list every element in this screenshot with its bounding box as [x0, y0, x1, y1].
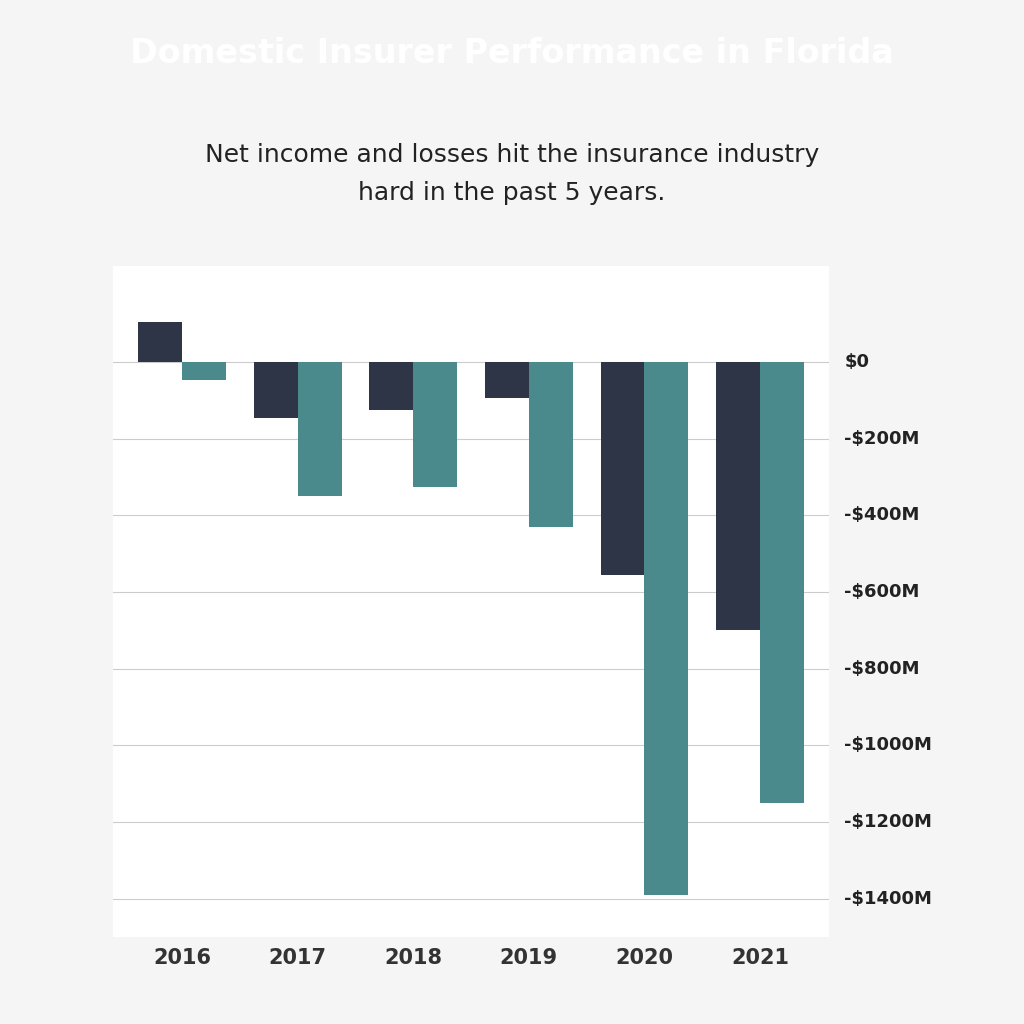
Bar [528, 362, 572, 527]
Bar [370, 362, 414, 410]
Text: -$800M: -$800M [844, 659, 920, 678]
Text: -$400M: -$400M [844, 506, 920, 524]
Text: Domestic Insurer Performance in Florida: Domestic Insurer Performance in Florida [130, 37, 894, 71]
Bar [414, 362, 457, 486]
Bar [138, 322, 182, 362]
Bar [600, 362, 644, 574]
Text: Net income and losses hit the insurance industry
hard in the past 5 years.: Net income and losses hit the insurance … [205, 143, 819, 205]
Text: -$1400M: -$1400M [844, 890, 932, 907]
Bar [716, 362, 760, 631]
Text: $0: $0 [844, 353, 869, 371]
Text: -$600M: -$600M [844, 583, 920, 601]
Bar [760, 362, 804, 803]
Bar [298, 362, 342, 497]
Bar [254, 362, 298, 418]
Bar [485, 362, 528, 398]
Text: -$1000M: -$1000M [844, 736, 932, 755]
Text: -$1200M: -$1200M [844, 813, 932, 831]
Bar [644, 362, 688, 895]
Bar [182, 362, 226, 381]
Text: -$200M: -$200M [844, 430, 920, 447]
